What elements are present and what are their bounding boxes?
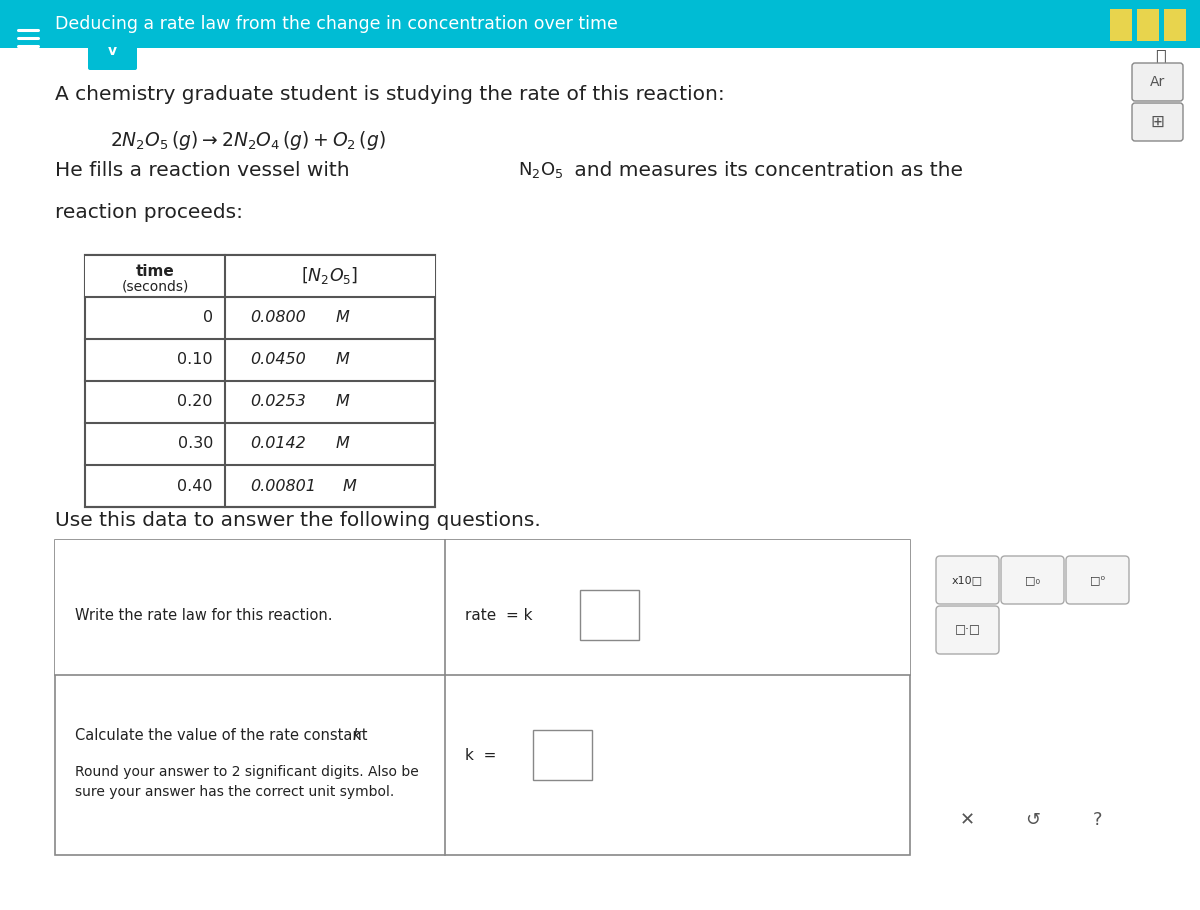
FancyBboxPatch shape xyxy=(1164,9,1186,41)
FancyBboxPatch shape xyxy=(88,32,137,70)
Text: $\mathregular{N_2O_5}$: $\mathregular{N_2O_5}$ xyxy=(518,160,564,180)
Text: A chemistry graduate student is studying the rate of this reaction:: A chemistry graduate student is studying… xyxy=(55,86,725,105)
FancyBboxPatch shape xyxy=(1110,9,1132,41)
FancyBboxPatch shape xyxy=(55,540,910,855)
FancyBboxPatch shape xyxy=(55,540,910,675)
Text: ✕: ✕ xyxy=(960,811,976,829)
Text: He fills a reaction vessel with: He fills a reaction vessel with xyxy=(55,160,356,179)
Text: 0.0142: 0.0142 xyxy=(250,437,306,451)
Text: □⁰: □⁰ xyxy=(1090,575,1105,585)
Text: 0.0800: 0.0800 xyxy=(250,310,306,326)
Text: rate  = k: rate = k xyxy=(466,608,533,622)
Text: Round your answer to 2 significant digits. Also be
sure your answer has the corr: Round your answer to 2 significant digit… xyxy=(74,764,419,799)
Text: M: M xyxy=(342,479,356,493)
Text: Calculate the value of the rate constant: Calculate the value of the rate constant xyxy=(74,727,372,743)
Text: 0.20: 0.20 xyxy=(178,395,214,410)
FancyBboxPatch shape xyxy=(1132,103,1183,141)
FancyBboxPatch shape xyxy=(1066,556,1129,604)
FancyBboxPatch shape xyxy=(1132,63,1183,101)
Text: (seconds): (seconds) xyxy=(121,279,188,293)
Text: 0.0450: 0.0450 xyxy=(250,352,306,368)
FancyBboxPatch shape xyxy=(936,556,1000,604)
Text: time: time xyxy=(136,265,174,279)
FancyBboxPatch shape xyxy=(85,255,434,507)
Text: 0.40: 0.40 xyxy=(178,479,214,493)
Text: 0.00801: 0.00801 xyxy=(250,479,316,493)
FancyBboxPatch shape xyxy=(533,730,592,780)
Text: ↺: ↺ xyxy=(1025,811,1040,829)
Text: 0.0253: 0.0253 xyxy=(250,395,306,410)
Text: reaction proceeds:: reaction proceeds: xyxy=(55,204,242,223)
Text: 0: 0 xyxy=(203,310,214,326)
Text: Ar: Ar xyxy=(1150,75,1165,89)
Text: and measures its concentration as the: and measures its concentration as the xyxy=(568,160,964,179)
FancyBboxPatch shape xyxy=(0,0,1200,48)
Text: ⊞: ⊞ xyxy=(1151,113,1164,131)
Text: □·□: □·□ xyxy=(954,623,980,636)
Text: $k$: $k$ xyxy=(352,727,364,743)
Text: 0.10: 0.10 xyxy=(178,352,214,368)
FancyBboxPatch shape xyxy=(936,606,1000,654)
Text: k  =: k = xyxy=(466,747,502,763)
Text: □₀: □₀ xyxy=(1025,575,1040,585)
Text: Deducing a rate law from the change in concentration over time: Deducing a rate law from the change in c… xyxy=(55,15,618,33)
Text: $2N_2O_5\,(g) \rightarrow 2N_2O_4\,(g) + O_2\,(g)$: $2N_2O_5\,(g) \rightarrow 2N_2O_4\,(g) +… xyxy=(110,128,385,151)
FancyBboxPatch shape xyxy=(1001,556,1064,604)
Text: M: M xyxy=(335,352,349,368)
Text: v: v xyxy=(108,45,118,58)
Text: $[N_2O_5]$: $[N_2O_5]$ xyxy=(301,266,359,287)
Text: x10□: x10□ xyxy=(952,575,983,585)
Text: M: M xyxy=(335,437,349,451)
Text: M: M xyxy=(335,310,349,326)
Text: Write the rate law for this reaction.: Write the rate law for this reaction. xyxy=(74,608,332,622)
Text: M: M xyxy=(335,395,349,410)
FancyBboxPatch shape xyxy=(85,255,434,297)
FancyBboxPatch shape xyxy=(1138,9,1159,41)
Text: 📊: 📊 xyxy=(1154,49,1165,67)
Text: 0.30: 0.30 xyxy=(178,437,214,451)
FancyBboxPatch shape xyxy=(580,590,640,640)
Text: Use this data to answer the following questions.: Use this data to answer the following qu… xyxy=(55,511,541,530)
Text: ?: ? xyxy=(1093,811,1103,829)
